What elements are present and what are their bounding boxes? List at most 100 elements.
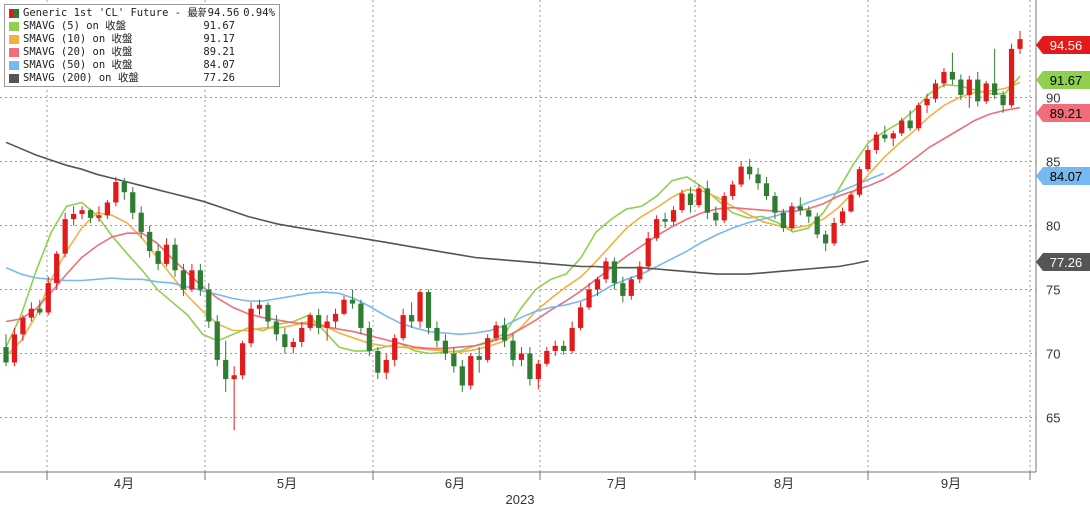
candle-body <box>37 308 43 313</box>
x-tick-label: 8月 <box>774 476 794 491</box>
legend-main-value: 94.56 <box>207 7 240 19</box>
candle-body <box>28 308 34 318</box>
candle-body <box>282 334 288 348</box>
legend-item-value: 91.17 <box>203 33 235 45</box>
legend-swatch <box>9 22 19 31</box>
chart-legend: Generic 1st 'CL' Future - 最新價 94.56 0.94… <box>4 4 280 87</box>
legend-item-value: 91.67 <box>203 20 235 32</box>
y-tick-label: 75 <box>1046 283 1060 298</box>
candle-body <box>408 315 415 322</box>
candle-body <box>332 313 339 322</box>
y-tick-label: 85 <box>1046 155 1060 170</box>
y-tick-label: 90 <box>1046 91 1060 106</box>
candlesticks <box>3 30 1023 431</box>
candle-body <box>341 299 347 314</box>
candle-body <box>265 304 271 322</box>
candle-body <box>324 321 330 328</box>
candle-body <box>713 212 719 221</box>
legend-item-label: SMAVG (200) on 收盤 <box>23 72 139 84</box>
candle-body <box>966 79 972 95</box>
value-tag <box>1036 253 1090 271</box>
candle-body <box>518 353 525 360</box>
value-tag <box>1036 167 1090 185</box>
y-tick-label: 80 <box>1046 219 1060 234</box>
candle-body <box>11 334 18 363</box>
candle-body <box>180 270 187 290</box>
y-tick-label: 65 <box>1046 411 1060 426</box>
legend-item-sma50: SMAVG (50) on 收盤 84.07 <box>9 59 275 72</box>
x-tick-label: 5月 <box>277 476 297 491</box>
y-axis: 65 70 75 80 85 90 <box>1035 0 1060 472</box>
candle-body <box>594 279 601 290</box>
candle-body <box>87 210 94 218</box>
candle-body <box>865 149 871 170</box>
candle-body <box>239 343 246 376</box>
candle-body <box>983 83 989 102</box>
candle-body <box>214 321 220 360</box>
candle-body <box>637 266 643 280</box>
candle-body <box>70 213 77 220</box>
candle-body <box>806 210 812 217</box>
candle-body <box>223 359 229 380</box>
x-axis: 4月 5月 6月 7月 8月 9月 2023 <box>0 471 1036 507</box>
candle-body <box>907 120 913 129</box>
candle-body <box>307 315 313 328</box>
candle-body <box>163 244 170 264</box>
candle-body <box>197 270 203 290</box>
candle-body <box>273 321 280 335</box>
candle-body <box>392 338 398 360</box>
candle-body <box>992 83 998 95</box>
candle-body <box>20 317 26 335</box>
legend-item-sma20: SMAVG (20) on 收盤 89.21 <box>9 46 275 59</box>
candle-body <box>755 174 761 184</box>
candle-body <box>366 327 372 351</box>
legend-item-label: SMAVG (20) on 收盤 <box>23 46 133 58</box>
value-tag <box>1036 104 1090 122</box>
candle-body <box>687 193 694 206</box>
candle-body <box>789 206 795 229</box>
candle-body <box>544 350 550 364</box>
legend-item-label: SMAVG (5) on 收盤 <box>23 20 127 32</box>
legend-item-value: 84.07 <box>203 59 235 71</box>
candle-body <box>797 206 803 211</box>
candle-body <box>501 325 508 341</box>
candle-body <box>738 166 744 185</box>
candle-body <box>147 231 153 252</box>
candle-body <box>417 292 423 322</box>
candle-body <box>704 188 710 213</box>
legend-item-sma200: SMAVG (200) on 收盤 77.26 <box>9 72 275 85</box>
legend-main-swatch <box>9 9 19 18</box>
sma-line <box>5 172 885 336</box>
legend-item-value: 77.26 <box>203 72 235 84</box>
candle-body <box>468 356 474 386</box>
candle-body <box>628 279 634 296</box>
candle-body <box>383 359 389 373</box>
candle-body <box>932 83 939 99</box>
candle-body <box>113 181 119 203</box>
value-tags: 94.56 91.67 89.21 84.07 77.26 <box>1036 36 1090 271</box>
legend-swatch <box>9 48 19 57</box>
candle-body <box>721 196 727 221</box>
candle-body <box>654 219 660 239</box>
candle-body <box>763 183 770 197</box>
candle-body <box>442 340 449 354</box>
candle-body <box>1008 48 1015 106</box>
candle-body <box>603 261 609 280</box>
x-tick-label: 9月 <box>941 476 961 491</box>
candle-body <box>121 181 127 193</box>
x-tick-label: 6月 <box>445 476 465 491</box>
candle-body <box>1017 39 1023 49</box>
candle-body <box>256 304 263 309</box>
x-tick-label: 7月 <box>607 476 627 491</box>
candle-body <box>493 325 499 339</box>
candle-body <box>586 289 592 308</box>
candle-body <box>375 350 381 373</box>
legend-swatch <box>9 61 19 70</box>
legend-item-value: 89.21 <box>203 46 235 58</box>
candle-body <box>290 341 296 348</box>
candle-body <box>434 327 440 341</box>
candle-body <box>358 303 364 328</box>
candle-body <box>54 253 60 284</box>
candle-body <box>679 193 685 211</box>
